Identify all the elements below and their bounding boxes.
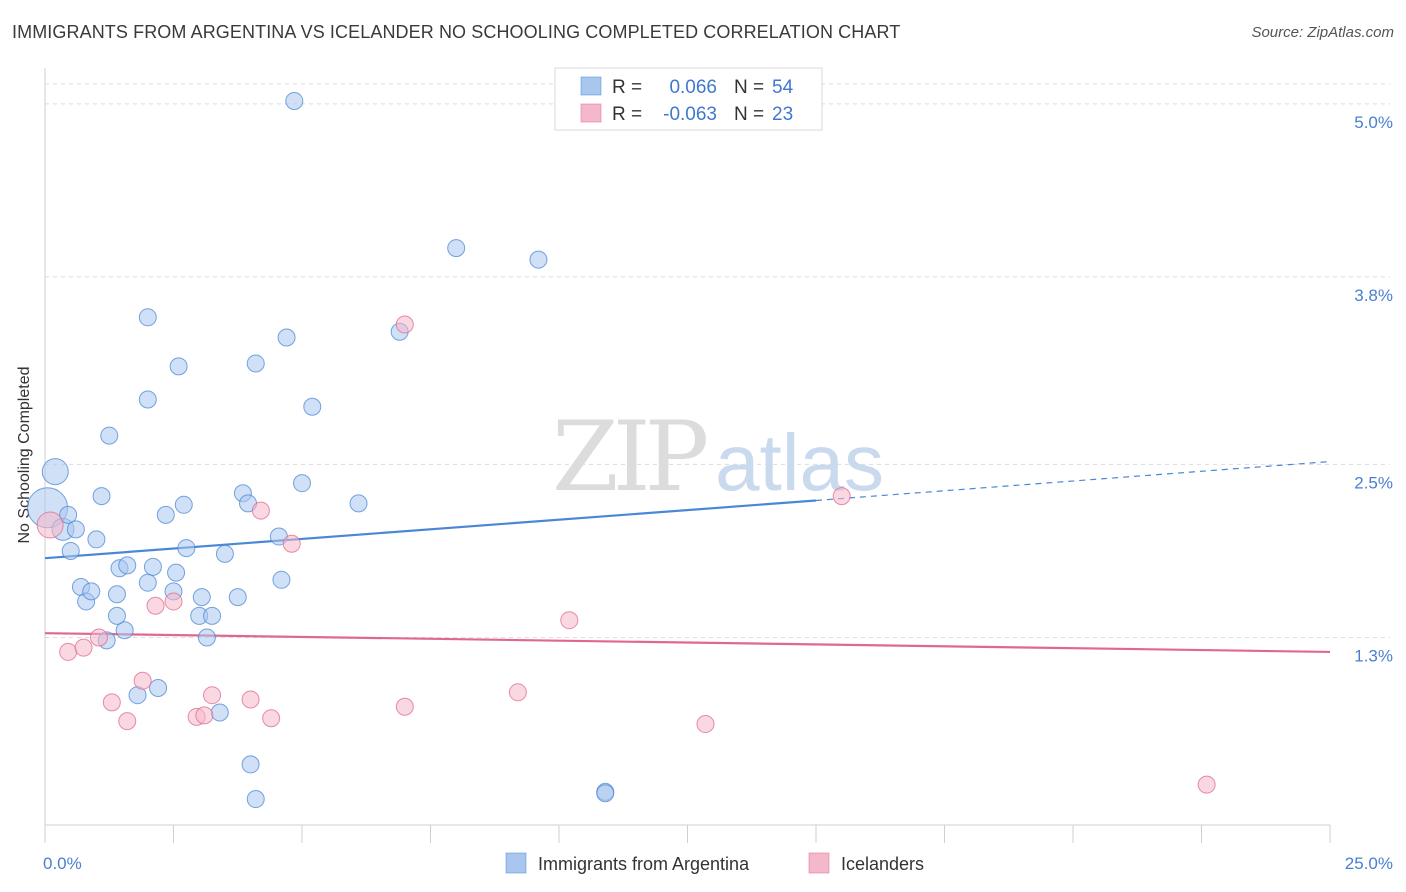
bottom-legend-label: Immigrants from Argentina <box>538 854 750 874</box>
point-argentina <box>303 397 322 416</box>
point-argentina <box>293 474 311 493</box>
point-argentina <box>118 556 137 575</box>
axes: 0.0% 25.0% <box>43 68 1393 873</box>
legend-r-value: 0.066 <box>669 77 717 98</box>
point-argentina <box>100 426 119 445</box>
watermark: ZIP atlas <box>552 401 884 513</box>
point-icelander <box>36 511 64 539</box>
watermark-atlas: atlas <box>715 418 884 507</box>
point-icelander <box>118 712 137 731</box>
point-argentina <box>192 588 211 607</box>
point-argentina <box>529 250 548 269</box>
point-icelander <box>146 596 165 615</box>
legend-n-value: 23 <box>772 104 793 125</box>
point-argentina <box>349 494 368 513</box>
point-argentina <box>143 557 162 576</box>
point-icelander <box>203 686 222 705</box>
legend-r-label: R = <box>612 104 642 125</box>
point-icelander <box>832 487 851 506</box>
point-argentina <box>272 570 291 589</box>
chart-title: IMMIGRANTS FROM ARGENTINA VS ICELANDER N… <box>12 22 901 42</box>
point-icelander <box>241 690 260 709</box>
bottom-legend-label: Icelanders <box>841 854 924 874</box>
point-argentina <box>41 458 69 486</box>
bottom-legend-swatch <box>505 852 527 874</box>
point-icelander <box>133 671 152 690</box>
point-argentina <box>177 539 196 558</box>
point-argentina <box>596 784 615 803</box>
trend-line <box>44 499 817 560</box>
point-icelander <box>251 501 270 520</box>
y-tick-label: 3.8% <box>1354 286 1393 305</box>
data-points <box>27 91 1216 809</box>
point-argentina <box>285 91 304 110</box>
point-argentina <box>203 606 222 625</box>
point-icelander <box>89 628 108 647</box>
point-icelander <box>508 683 527 702</box>
legend-n-value: 54 <box>772 77 794 98</box>
source-note: Source: ZipAtlas.com <box>1251 24 1394 41</box>
trend-line <box>44 632 1331 654</box>
point-argentina <box>169 357 188 376</box>
point-argentina <box>107 606 126 625</box>
point-icelander <box>74 638 93 657</box>
point-argentina <box>87 530 106 549</box>
point-argentina <box>66 520 85 539</box>
point-argentina <box>156 505 175 524</box>
point-argentina <box>149 678 168 697</box>
point-icelander <box>59 642 78 661</box>
bottom-legend-swatch <box>808 852 830 874</box>
point-argentina <box>210 703 229 722</box>
point-icelander <box>282 534 301 553</box>
point-icelander <box>102 693 121 712</box>
legend-n-label: N = <box>734 77 764 98</box>
legend-n-label: N = <box>734 104 764 125</box>
x-tick-label: 25.0% <box>1345 854 1393 873</box>
point-argentina <box>241 755 260 774</box>
point-icelander <box>560 611 579 630</box>
point-argentina <box>246 354 265 373</box>
legend-r-value: -0.063 <box>663 104 717 125</box>
point-icelander <box>395 697 414 716</box>
legend-r-label: R = <box>612 77 642 98</box>
point-icelander <box>1197 775 1216 794</box>
point-argentina <box>174 495 193 514</box>
bottom-legend: Immigrants from Argentina Icelanders <box>505 852 924 874</box>
point-argentina <box>92 487 111 506</box>
gridlines: 1.3% 2.5% 3.8% 5.0% <box>45 83 1393 666</box>
point-argentina <box>167 563 186 582</box>
point-argentina <box>107 585 126 604</box>
point-icelander <box>164 592 183 611</box>
point-argentina <box>138 573 157 592</box>
x-tick-label: 0.0% <box>43 854 82 873</box>
point-argentina <box>447 239 466 258</box>
point-argentina <box>61 541 80 560</box>
point-argentina <box>138 390 157 409</box>
point-argentina <box>277 328 296 347</box>
point-argentina <box>246 790 265 809</box>
y-tick-label: 5.0% <box>1354 113 1393 132</box>
point-argentina <box>138 308 157 327</box>
trend-line-extension <box>815 460 1331 502</box>
point-icelander <box>696 715 715 734</box>
point-argentina <box>59 505 78 524</box>
point-icelander <box>395 315 414 334</box>
point-argentina <box>228 588 247 607</box>
point-argentina <box>82 582 101 601</box>
y-tick-label: 1.3% <box>1354 647 1393 666</box>
legend-box: R = 0.066 N = 54 R = -0.063 N = 23 <box>554 67 823 131</box>
trend-lines <box>44 460 1331 654</box>
point-argentina <box>115 621 134 640</box>
legend-swatch <box>580 76 602 96</box>
point-icelander <box>195 706 214 725</box>
point-argentina <box>215 544 234 563</box>
point-icelander <box>262 709 281 728</box>
point-argentina <box>197 628 216 647</box>
y-tick-label: 2.5% <box>1354 473 1393 492</box>
watermark-zip: ZIP <box>552 401 707 513</box>
legend-swatch <box>580 103 602 123</box>
